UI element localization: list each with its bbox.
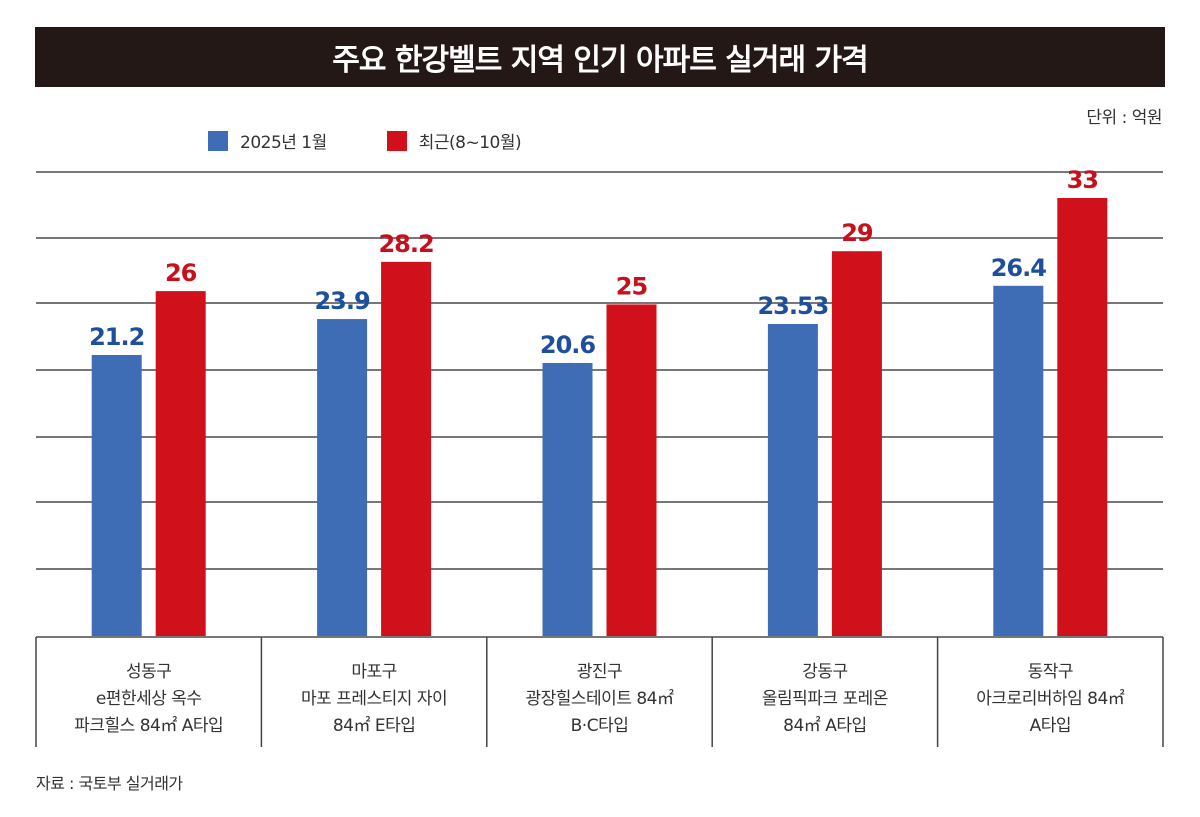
bar-2025-jan [542, 362, 593, 637]
category-label: e편한세상 옥수 [96, 689, 202, 709]
category-label: 광진구 [577, 662, 622, 682]
value-label-2025-jan: 20.6 [540, 331, 596, 359]
legend-swatch-recent [386, 130, 407, 151]
bar-recent [155, 291, 206, 637]
bar-2025-jan [317, 319, 368, 637]
category-label: 성동구 [126, 662, 171, 682]
category-label: 아크로리버하임 84㎡ [976, 689, 1125, 709]
value-label-2025-jan: 21.2 [89, 323, 144, 351]
category-label: 동작구 [1028, 662, 1073, 682]
bar-2025-jan [993, 285, 1044, 637]
category-label: 강동구 [802, 662, 847, 682]
category-label: 마포 프레스티지 자이 [301, 689, 447, 709]
legend-label-recent: 최근(8~10월) [418, 133, 522, 153]
category-label: 마포구 [351, 662, 396, 682]
title-band: 주요 한강벨트 지역 인기 아파트 실거래 가격 [35, 27, 1165, 87]
source-note: 자료 : 국토부 실거래가 [36, 774, 183, 793]
category-label: 올림픽파크 포레온 [762, 689, 888, 709]
category-label: 84㎡ E타입 [333, 716, 416, 736]
legend-item-recent: 최근(8~10월) [386, 128, 522, 153]
bar-2025-jan [91, 354, 142, 637]
category-label: B·C타입 [571, 716, 629, 736]
bar-recent [606, 304, 657, 637]
value-label-2025-jan: 23.53 [757, 292, 828, 320]
legend: 2025년 1월 최근(8~10월) [208, 128, 522, 153]
category-label: 파크힐스 84㎡ A타입 [74, 716, 223, 736]
value-label-recent: 29 [841, 219, 873, 247]
legend-item-2025-jan: 2025년 1월 [208, 128, 327, 153]
bar-recent [381, 261, 432, 637]
chart-title: 주요 한강벨트 지역 인기 아파트 실거래 가격 [332, 43, 868, 78]
bar-recent [1057, 198, 1108, 637]
bar-recent [831, 251, 882, 637]
unit-label: 단위 : 억원 [1086, 108, 1162, 128]
value-label-recent: 26 [165, 259, 197, 287]
value-label-recent: 25 [616, 272, 648, 300]
category-label: A타입 [1030, 716, 1071, 736]
legend-swatch-2025-jan [208, 130, 228, 151]
value-label-2025-jan: 23.9 [314, 287, 370, 315]
value-label-recent: 28.2 [378, 230, 433, 258]
bar-2025-jan [767, 323, 818, 637]
category-label: 광장힐스테이트 84㎡ [525, 689, 674, 709]
category-label: 84㎡ A타입 [783, 716, 866, 736]
legend-label-2025-jan: 2025년 1월 [240, 133, 327, 153]
value-label-2025-jan: 26.4 [991, 254, 1047, 282]
value-label-recent: 33 [1067, 166, 1098, 194]
